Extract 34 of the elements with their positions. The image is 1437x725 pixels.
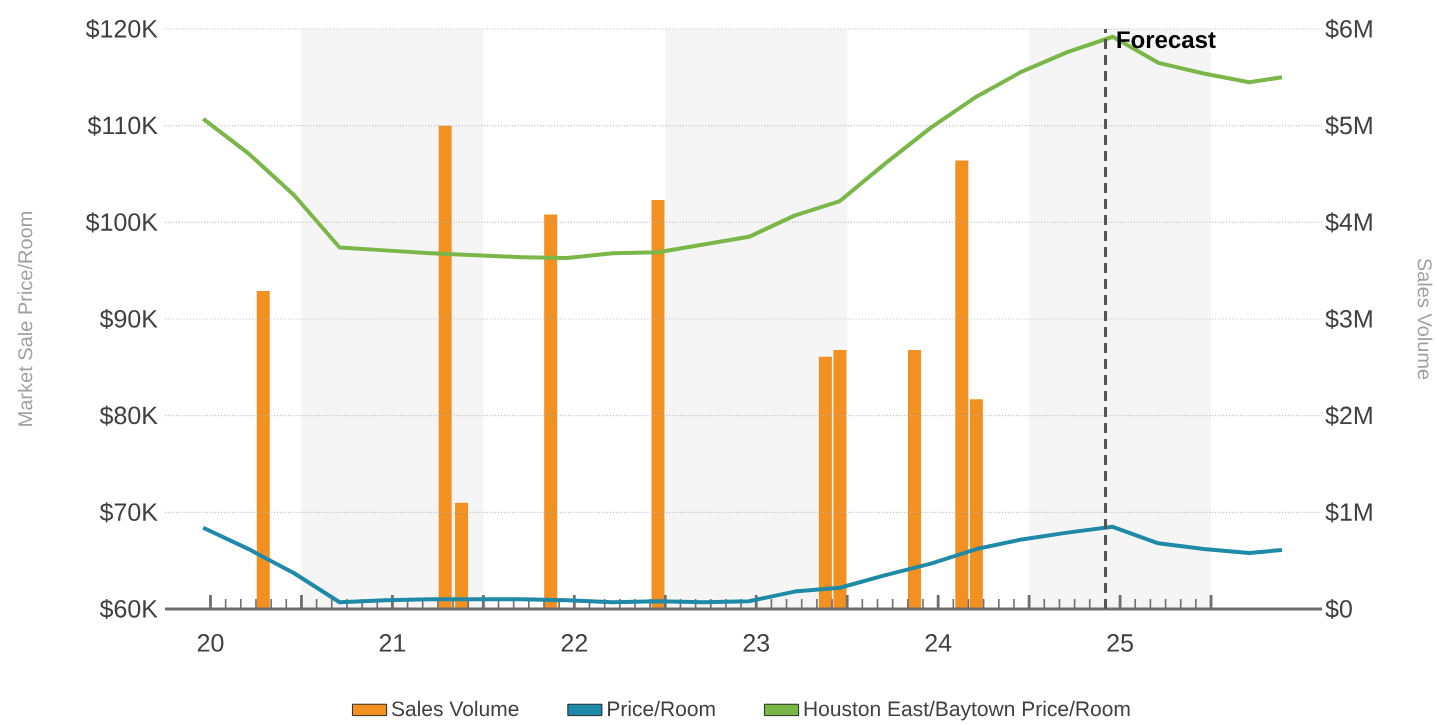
y2-tick-label: $0	[1325, 598, 1352, 620]
bar	[908, 349, 922, 609]
y-tick-label: $90K	[99, 308, 158, 330]
bar	[256, 290, 270, 609]
legend-label: Sales Volume	[391, 700, 519, 717]
y2-axis-title: Sales Volume	[1417, 258, 1433, 380]
x-tick-label: 25	[1107, 634, 1133, 652]
x-tick-label: 20	[197, 634, 224, 652]
y-tick-label: $60K	[99, 598, 158, 620]
bar	[651, 200, 665, 609]
legend-label: Houston East/Baytown Price/Room	[804, 700, 1130, 721]
y2-tick-label: $5M	[1325, 115, 1372, 136]
x-tick-label: 21	[379, 634, 406, 652]
ref-line-label: Forecast	[1117, 31, 1216, 49]
y2-tick-label: $1M	[1325, 502, 1372, 523]
bar	[455, 502, 469, 609]
y-tick-label: $110K	[87, 115, 158, 136]
y2-tick-label: $4M	[1325, 212, 1372, 233]
x-tick-label: 24	[925, 634, 952, 652]
y2-tick-label: $6M	[1325, 18, 1372, 40]
y-axis-title: Market Sale Price/Room	[17, 212, 33, 426]
bar	[955, 160, 969, 609]
y-tick-label: $70K	[99, 502, 158, 523]
bar	[969, 399, 983, 609]
bar	[438, 125, 452, 609]
x-tick-label: 22	[561, 634, 587, 652]
x-tick-label: 23	[743, 634, 770, 652]
legend-label: Price/Room	[608, 700, 715, 717]
y2-tick-label: $3M	[1325, 308, 1372, 330]
y2-tick-label: $2M	[1325, 405, 1372, 426]
y-tick-label: $100K	[85, 212, 158, 233]
y-tick-label: $120K	[85, 18, 158, 40]
y-tick-label: $80K	[99, 405, 158, 426]
bar	[544, 214, 558, 609]
